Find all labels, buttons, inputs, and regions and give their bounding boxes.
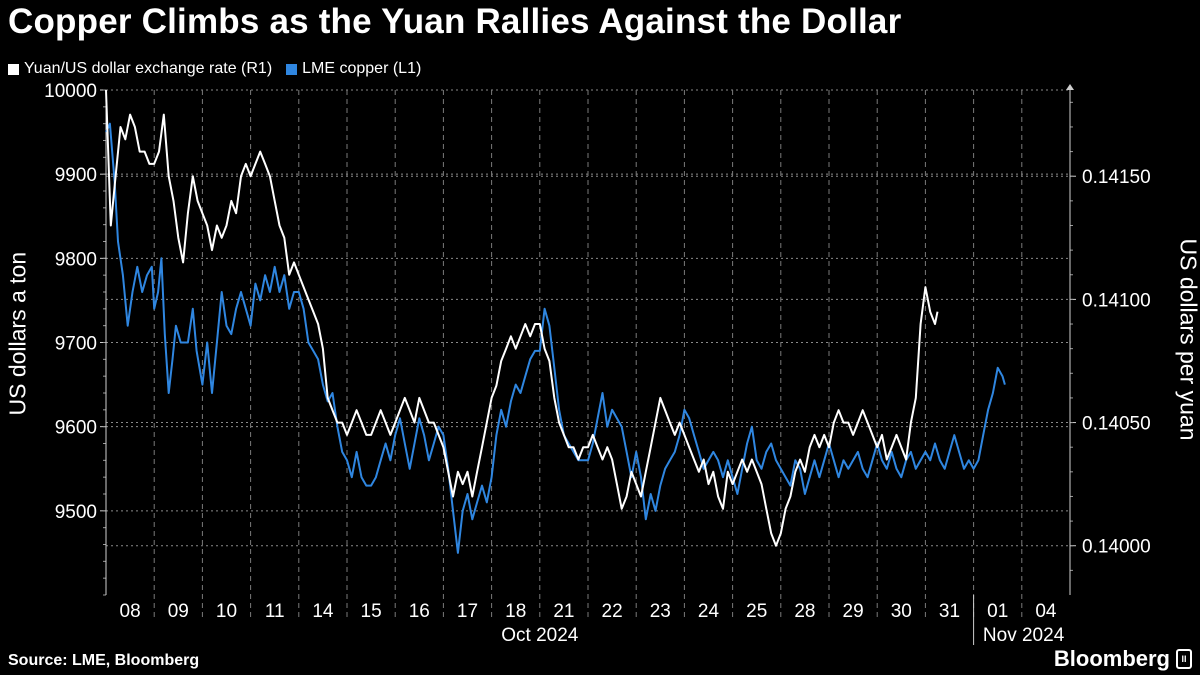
legend-label-yuan: Yuan/US dollar exchange rate (R1) xyxy=(24,60,273,77)
left-tick-label: 10000 xyxy=(44,81,97,102)
left-tick-label: 9500 xyxy=(55,502,97,523)
x-tick-label: 23 xyxy=(650,601,671,622)
x-tick-label: 11 xyxy=(265,601,285,622)
x-tick-label: 14 xyxy=(312,601,334,622)
right-tick-label: 0.14100 xyxy=(1082,290,1151,311)
series-line-copper xyxy=(105,122,1006,554)
x-tick-label: 09 xyxy=(168,601,189,622)
x-tick-label: 01 xyxy=(987,601,1008,622)
left-tick-label: 9600 xyxy=(55,418,97,439)
x-tick-label: 08 xyxy=(120,601,141,622)
legend-item-copper: LME copper (L1) xyxy=(286,60,421,78)
chart-title: Copper Climbs as the Yuan Rallies Agains… xyxy=(8,2,902,41)
bloomberg-logo: Bloomberg II xyxy=(1054,646,1192,672)
x-tick-label: 15 xyxy=(361,601,382,622)
x-tick-label: 28 xyxy=(794,601,815,622)
x-tick-label: 17 xyxy=(457,601,478,622)
x-tick-label: 22 xyxy=(602,601,623,622)
x-tick-label: 24 xyxy=(698,601,720,622)
legend-swatch-yuan xyxy=(8,63,19,75)
legend-item-yuan: Yuan/US dollar exchange rate (R1) xyxy=(8,60,272,78)
axis-arrow-icon xyxy=(1066,84,1074,90)
brand-name: Bloomberg xyxy=(1053,646,1170,671)
legend-swatch-copper xyxy=(286,63,298,75)
chart-legend: Yuan/US dollar exchange rate (R1) LME co… xyxy=(8,60,421,78)
x-tick-label: 10 xyxy=(216,601,237,622)
series-line-yuan xyxy=(105,89,939,547)
x-tick-label: 29 xyxy=(843,601,864,622)
left-tick-label: 9700 xyxy=(55,334,97,355)
x-tick-label: 16 xyxy=(409,601,430,622)
source-note: Source: LME, Bloomberg xyxy=(8,652,200,669)
bloomberg-mark-icon: II xyxy=(1176,649,1192,669)
x-tick-label: 04 xyxy=(1035,601,1057,622)
x-tick-label: 31 xyxy=(939,601,960,622)
x-tick-label: 25 xyxy=(746,601,767,622)
left-axis-title: US dollars a ton xyxy=(4,251,31,416)
x-tick-label: 18 xyxy=(505,601,526,622)
x-tick-label: 21 xyxy=(553,601,574,622)
right-tick-label: 0.14150 xyxy=(1082,167,1151,188)
right-tick-label: 0.14000 xyxy=(1082,537,1151,558)
left-tick-label: 9900 xyxy=(55,165,97,186)
left-tick-label: 9800 xyxy=(55,249,97,270)
right-axis-title: US dollars per yuan xyxy=(1175,238,1200,441)
right-tick-label: 0.14050 xyxy=(1082,414,1151,435)
legend-label-copper: LME copper (L1) xyxy=(302,60,422,77)
x-group-label: Nov 2024 xyxy=(983,625,1065,646)
x-group-label: Oct 2024 xyxy=(501,625,579,646)
x-tick-label: 30 xyxy=(891,601,912,622)
